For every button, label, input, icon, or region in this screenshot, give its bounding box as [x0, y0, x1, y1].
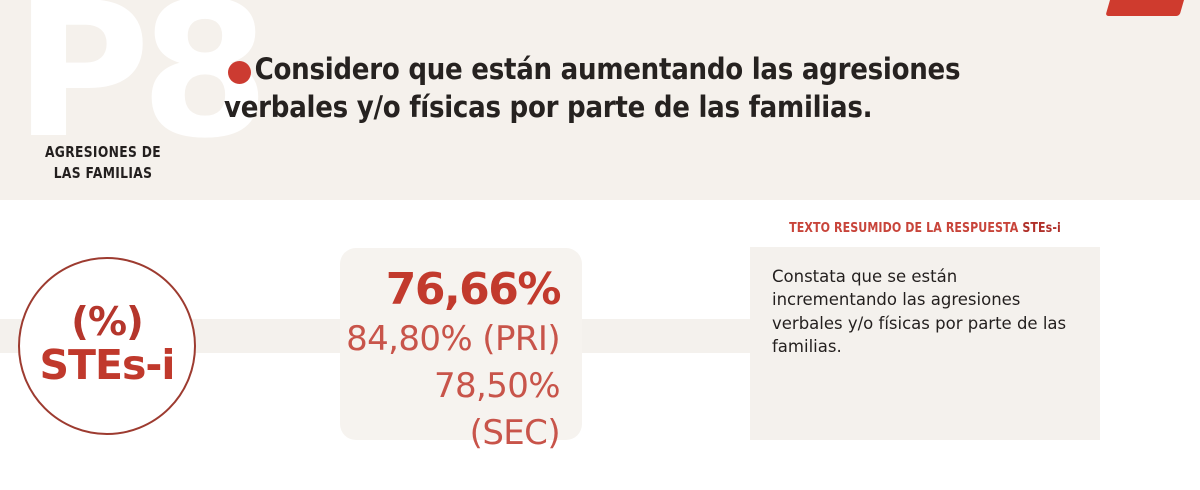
- question-topic-label: AGRESIONES DE LAS FAMILIAS: [19, 142, 188, 185]
- stat-main-value: 76,66%: [385, 264, 562, 315]
- badge-organization-label: STEs-i: [39, 340, 176, 389]
- summary-panel: Constata que se están incrementando las …: [750, 247, 1100, 440]
- stat-row-primary: 84,80% (PRI): [346, 318, 561, 359]
- summary-header-organization: STEs-i: [1022, 221, 1061, 236]
- badge-unit-label: (%): [71, 299, 144, 345]
- red-dot-icon: [228, 61, 251, 84]
- summary-header-prefix: TEXTO RESUMIDO DE LA RESPUESTA: [789, 221, 1023, 236]
- percentage-badge: (%) STEs-i: [18, 257, 196, 435]
- question-topic-line-1: AGRESIONES DE: [44, 143, 162, 161]
- question-statement: Considero que están aumentando las agres…: [224, 52, 961, 125]
- stat-row-secondary: 78,50% (SEC): [433, 365, 561, 453]
- header-band: P8 AGRESIONES DE LAS FAMILIAS Considero …: [0, 0, 1200, 200]
- question-code-watermark: P8: [14, 0, 270, 179]
- summary-body-text: Constata que se están incrementando las …: [772, 267, 1067, 357]
- brand-corner-mark-icon: [1105, 0, 1193, 16]
- statistics-card: 76,66% 84,80% (PRI) 78,50% (SEC): [340, 248, 582, 453]
- question-topic-line-2: LAS FAMILIAS: [53, 164, 153, 183]
- summary-panel-header: TEXTO RESUMIDO DE LA RESPUESTA STEs-i: [776, 221, 1074, 236]
- question-statement-wrap: Considero que están aumentando las agres…: [224, 50, 1076, 127]
